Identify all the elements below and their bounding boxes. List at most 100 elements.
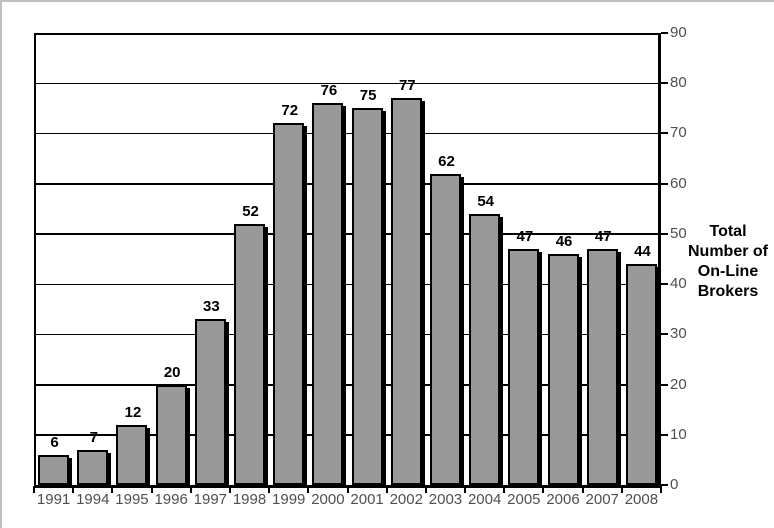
x-axis-tick (464, 486, 467, 493)
bar-value-label: 6 (50, 433, 59, 451)
x-axis-tick-label: 2005 (507, 491, 541, 508)
x-axis-tick-label: 2000 (311, 491, 345, 508)
y-axis-tick-label: 50 (670, 224, 687, 242)
gridline (34, 434, 661, 436)
x-axis-tick-label: 1991 (36, 491, 71, 508)
x-axis-tick (346, 486, 349, 493)
bar (547, 253, 579, 485)
x-axis-tick (542, 486, 545, 493)
bar (155, 384, 187, 485)
x-axis-tick-label: 1998 (232, 491, 267, 508)
bar (429, 173, 461, 485)
bar (586, 248, 618, 485)
bar (625, 264, 657, 485)
x-axis-tick-label: 2007 (585, 491, 619, 508)
x-axis-tick-label: 1994 (76, 491, 110, 508)
gridline (34, 384, 661, 386)
gridline (34, 283, 661, 286)
bar (273, 123, 305, 485)
gridline (34, 333, 661, 336)
y-axis-tick-label: 60 (670, 174, 687, 192)
y-axis-tick-label: 90 (670, 24, 687, 41)
y-axis-tick (661, 232, 668, 235)
gridline (34, 183, 661, 185)
x-axis-tick-label: 2002 (389, 491, 423, 508)
y-axis-tick (661, 82, 668, 85)
x-axis-tick-label: 1997 (193, 491, 228, 508)
bar-value-label: 75 (359, 87, 377, 105)
y-axis-tick-label: 40 (670, 275, 687, 293)
x-axis-tick (72, 486, 75, 493)
x-axis-tick-label: 1999 (272, 491, 306, 508)
gridline (34, 233, 661, 235)
bar (469, 213, 501, 485)
bar-value-label: 20 (163, 363, 181, 381)
y-axis-tick-label: 30 (670, 325, 687, 343)
x-axis-tick (33, 486, 35, 493)
gridline (34, 82, 661, 85)
y-axis-tick (661, 283, 668, 286)
x-axis-tick (660, 486, 662, 493)
plot-border-left (34, 33, 36, 488)
window-edge-top (0, 0, 774, 2)
x-axis-tick-label: 2008 (624, 491, 659, 508)
x-axis-tick (150, 486, 153, 493)
x-axis-tick-label: 2006 (546, 491, 580, 508)
bar-value-label: 33 (203, 298, 220, 316)
x-axis-tick (503, 486, 506, 493)
y-axis-tick-label: 0 (670, 476, 679, 493)
window-edge-left (0, 0, 2, 528)
bar (38, 454, 70, 485)
bar-value-label: 77 (398, 77, 416, 95)
y-axis-tick-label: 80 (670, 74, 687, 92)
y-axis-tick (661, 484, 668, 486)
y-axis-tick (661, 433, 668, 436)
bar-value-label: 76 (320, 82, 338, 100)
bar (351, 108, 383, 485)
bar (390, 98, 422, 485)
y-axis-tick-label: 70 (670, 124, 687, 142)
bar (194, 319, 226, 485)
bar-value-label: 62 (438, 152, 455, 170)
x-axis-tick-label: 2004 (467, 491, 502, 508)
plot-border-top (34, 33, 661, 35)
x-axis-tick (268, 486, 271, 493)
x-axis-tick (111, 486, 114, 493)
x-axis-tick-label: 2001 (350, 491, 384, 508)
bar-value-label: 72 (281, 102, 299, 120)
bar-value-label: 12 (124, 403, 142, 421)
bar (116, 424, 148, 485)
gridline (34, 132, 661, 135)
x-axis-tick (620, 486, 623, 493)
y-axis-tick-label: 10 (670, 425, 687, 443)
bar-value-label: 7 (89, 428, 98, 446)
y-axis-tick (661, 383, 668, 386)
x-axis-tick-label: 1995 (115, 491, 149, 508)
bar-value-label: 46 (555, 232, 573, 250)
bar (508, 248, 540, 485)
y-axis-tick (661, 132, 668, 135)
y-axis-tick-label: 20 (670, 375, 687, 393)
bar (234, 223, 266, 485)
x-axis-tick (228, 486, 231, 493)
y-axis-tick (661, 32, 668, 34)
x-axis-tick (424, 486, 427, 493)
bar (77, 449, 109, 485)
x-axis-tick-label: 1996 (154, 491, 188, 508)
x-axis-tick (189, 486, 192, 493)
y-axis-tick (661, 333, 668, 336)
x-axis-tick (385, 486, 388, 493)
y-axis-tick (661, 182, 668, 185)
bar-value-label: 52 (242, 202, 259, 220)
y-axis-title: Total Number of On-Line Brokers (688, 223, 768, 300)
x-axis-tick (307, 486, 310, 493)
bar-value-label: 44 (634, 243, 651, 261)
bar-value-label: 47 (516, 227, 534, 245)
y-axis-line (658, 33, 661, 488)
x-axis-tick (581, 486, 584, 493)
x-axis-tick-label: 2003 (428, 491, 463, 508)
bar (312, 103, 344, 485)
bar-value-label: 54 (477, 192, 494, 210)
bar-value-label: 47 (594, 227, 612, 245)
